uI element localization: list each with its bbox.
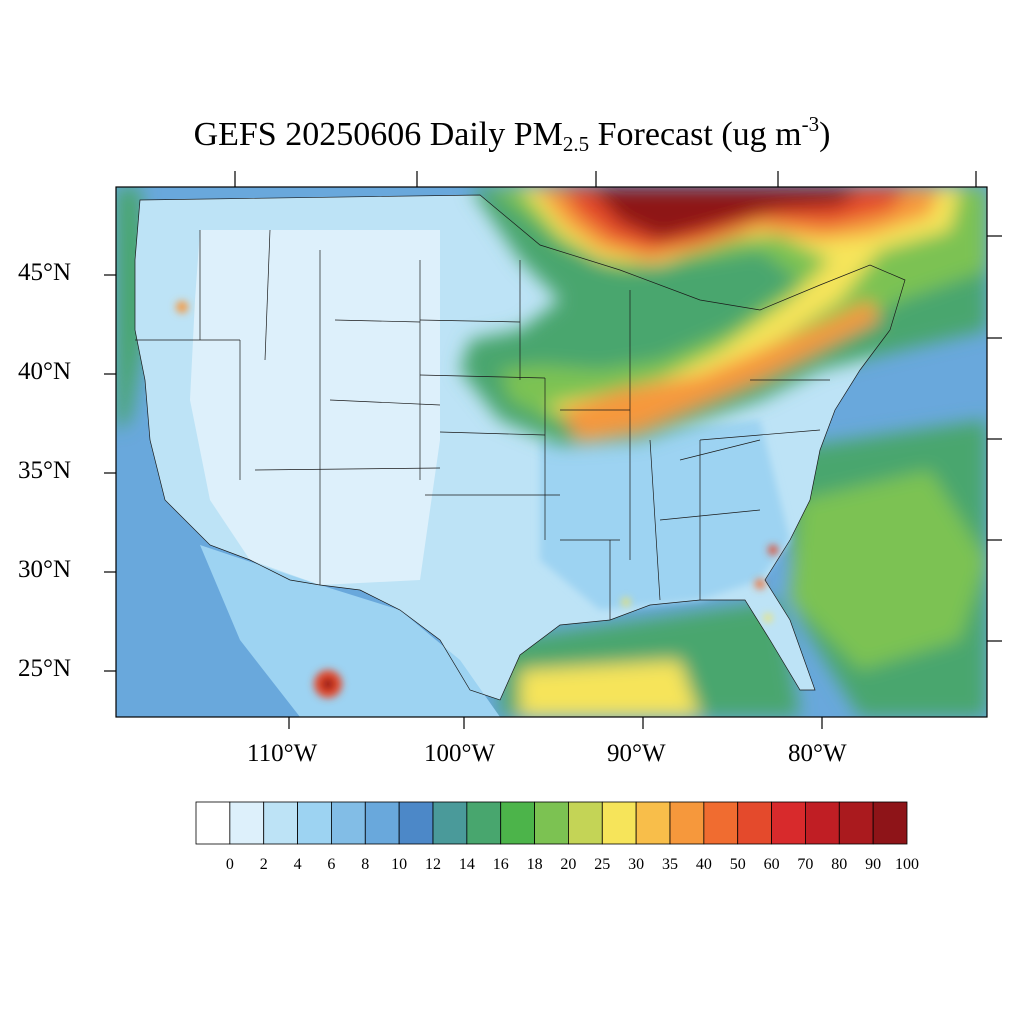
- title-suffix: ): [819, 116, 831, 153]
- colorbar-tick-label: 6: [327, 856, 336, 873]
- atlantic-haze-core: [790, 470, 987, 670]
- colorbar-swatch: [364, 801, 400, 845]
- colorbar-swatch: [737, 801, 772, 845]
- colorbar-tick-label: 90: [865, 856, 882, 873]
- title-superscript: -3: [801, 112, 820, 136]
- colorbar-swatch: [297, 801, 332, 845]
- map-frame: [115, 186, 988, 718]
- hotspot-oregon: [176, 301, 188, 313]
- lat-label-25n: 25°N: [18, 655, 72, 682]
- colorbar-swatch: [805, 801, 840, 845]
- colorbar-swatch: [771, 801, 806, 845]
- colorbar-tick-label: 10: [391, 856, 408, 873]
- hotspot-georgia: [755, 579, 765, 589]
- lat-label-40n: 40°N: [18, 358, 72, 385]
- colorbar-swatch: [534, 801, 569, 845]
- colorbar-tick-label: 80: [831, 856, 848, 873]
- colorbar-tick-label: 40: [695, 856, 712, 873]
- hotspots: [176, 301, 778, 698]
- colorbar-tick-label: 0: [225, 856, 234, 873]
- colorbar-tick-label: 16: [492, 856, 509, 873]
- lon-label-90w: 90°W: [607, 740, 666, 767]
- colorbar: [195, 801, 908, 845]
- lat-label-35n: 35°N: [18, 457, 72, 484]
- lon-label-110w: 110°W: [247, 740, 318, 767]
- colorbar-tick-label: 4: [293, 856, 302, 873]
- colorbar-swatch: [601, 801, 637, 845]
- hotspot-florida: [764, 614, 772, 622]
- southeast-air: [540, 420, 790, 610]
- colorbar-tick-label: 25: [594, 856, 611, 873]
- colorbar-swatch: [195, 801, 231, 845]
- west-clean-air: [190, 230, 440, 585]
- colorbar-tick-label: 8: [361, 856, 370, 873]
- colorbar-swatch: [331, 801, 366, 845]
- colorbar-swatch: [432, 801, 468, 845]
- axis-ticks: [104, 171, 1002, 729]
- colorbar-tick-label: 14: [458, 856, 475, 873]
- colorbar-swatch: [398, 801, 434, 845]
- smoke-core: [590, 187, 860, 240]
- lat-label-30n: 30°N: [18, 556, 72, 583]
- title-middle: Forecast (ug m: [589, 116, 802, 153]
- hotspot-louisiana: [622, 598, 630, 606]
- mexico-land: [200, 545, 500, 717]
- colorbar-swatch: [838, 801, 874, 845]
- colorbar-tick-label: 100: [895, 856, 919, 873]
- colorbar-tick-label: 35: [662, 856, 678, 873]
- colorbar-swatch: [229, 801, 265, 845]
- colorbar-tick-label: 60: [763, 856, 780, 873]
- colorbar-swatch: [466, 801, 502, 845]
- map-field: [116, 187, 987, 717]
- lon-label-80w: 80°W: [788, 740, 847, 767]
- hotspot-charleston: [768, 545, 778, 555]
- colorbar-swatch: [703, 801, 739, 845]
- title-prefix: GEFS 20250606 Daily PM: [193, 116, 563, 153]
- title-subscript: 2.5: [562, 132, 590, 156]
- midwest-smoke: [560, 300, 880, 440]
- colorbar-tick-label: 12: [425, 856, 441, 873]
- colorbar-swatch: [872, 801, 908, 845]
- colorbar-swatch: [568, 801, 603, 845]
- map-title: GEFS 20250606 Daily PM2.5 Forecast (ug m…: [0, 112, 1024, 157]
- colorbar-tick-label: 50: [729, 856, 746, 873]
- colorbar-tick-label: 30: [628, 856, 645, 873]
- colorbar-swatch: [635, 801, 671, 845]
- hotspot-mexico-core: [322, 678, 334, 690]
- state-borders: [134, 194, 906, 701]
- colorbar-tick-label: 70: [797, 856, 814, 873]
- colorbar-tick-label: 20: [560, 856, 577, 873]
- colorbar-swatch: [500, 801, 535, 845]
- lat-label-45n: 45°N: [18, 259, 72, 286]
- gulf-haze-core: [520, 660, 700, 717]
- lon-label-100w: 100°W: [424, 740, 496, 767]
- colorbar-swatch: [669, 801, 705, 845]
- colorbar-swatch: [263, 801, 298, 845]
- colorbar-tick-label: 2: [259, 856, 268, 873]
- colorbar-tick-label: 18: [526, 856, 543, 873]
